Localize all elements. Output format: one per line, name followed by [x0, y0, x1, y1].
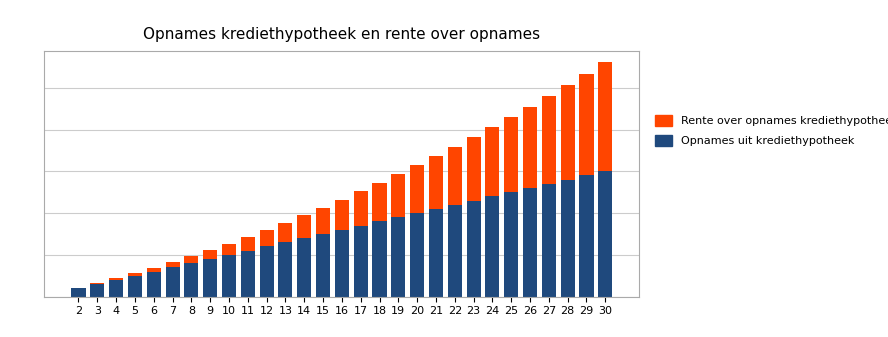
- Bar: [542, 96, 556, 184]
- Bar: [392, 174, 406, 217]
- Bar: [278, 242, 292, 297]
- Bar: [560, 180, 575, 297]
- Bar: [316, 208, 330, 234]
- Bar: [147, 272, 161, 297]
- Bar: [429, 209, 443, 297]
- Bar: [335, 200, 349, 230]
- Bar: [372, 221, 386, 297]
- Bar: [448, 205, 462, 297]
- Bar: [278, 223, 292, 242]
- Bar: [466, 137, 480, 201]
- Bar: [91, 284, 105, 297]
- Bar: [429, 156, 443, 209]
- Bar: [542, 184, 556, 297]
- Bar: [410, 165, 424, 213]
- Bar: [335, 230, 349, 297]
- Bar: [241, 251, 255, 297]
- Bar: [259, 246, 274, 297]
- Bar: [185, 263, 198, 297]
- Bar: [147, 268, 161, 272]
- Bar: [466, 201, 480, 297]
- Bar: [297, 215, 312, 238]
- Bar: [185, 256, 198, 263]
- Bar: [128, 273, 142, 276]
- Bar: [241, 237, 255, 251]
- Bar: [109, 278, 123, 280]
- Bar: [353, 191, 368, 225]
- Bar: [392, 217, 406, 297]
- Bar: [128, 276, 142, 297]
- Bar: [372, 183, 386, 221]
- Legend: Rente over opnames krediethypotheek, Opnames uit krediethypotheek: Rente over opnames krediethypotheek, Opn…: [651, 110, 888, 151]
- Bar: [560, 85, 575, 180]
- Bar: [504, 192, 519, 297]
- Bar: [71, 288, 85, 297]
- Bar: [448, 147, 462, 205]
- Bar: [222, 255, 236, 297]
- Bar: [91, 283, 105, 284]
- Bar: [353, 225, 368, 297]
- Bar: [410, 213, 424, 297]
- Bar: [504, 117, 519, 192]
- Bar: [523, 188, 537, 297]
- Bar: [109, 280, 123, 297]
- Bar: [599, 62, 613, 171]
- Bar: [599, 171, 613, 297]
- Bar: [203, 250, 218, 259]
- Bar: [523, 106, 537, 188]
- Bar: [165, 267, 179, 297]
- Bar: [259, 230, 274, 246]
- Bar: [486, 196, 499, 297]
- Bar: [486, 127, 499, 196]
- Bar: [297, 238, 312, 297]
- Bar: [579, 176, 593, 297]
- Bar: [222, 244, 236, 255]
- Bar: [316, 234, 330, 297]
- Bar: [579, 74, 593, 176]
- Title: Opnames krediethypotheek en rente over opnames: Opnames krediethypotheek en rente over o…: [143, 27, 541, 42]
- Bar: [203, 259, 218, 297]
- Bar: [165, 262, 179, 267]
